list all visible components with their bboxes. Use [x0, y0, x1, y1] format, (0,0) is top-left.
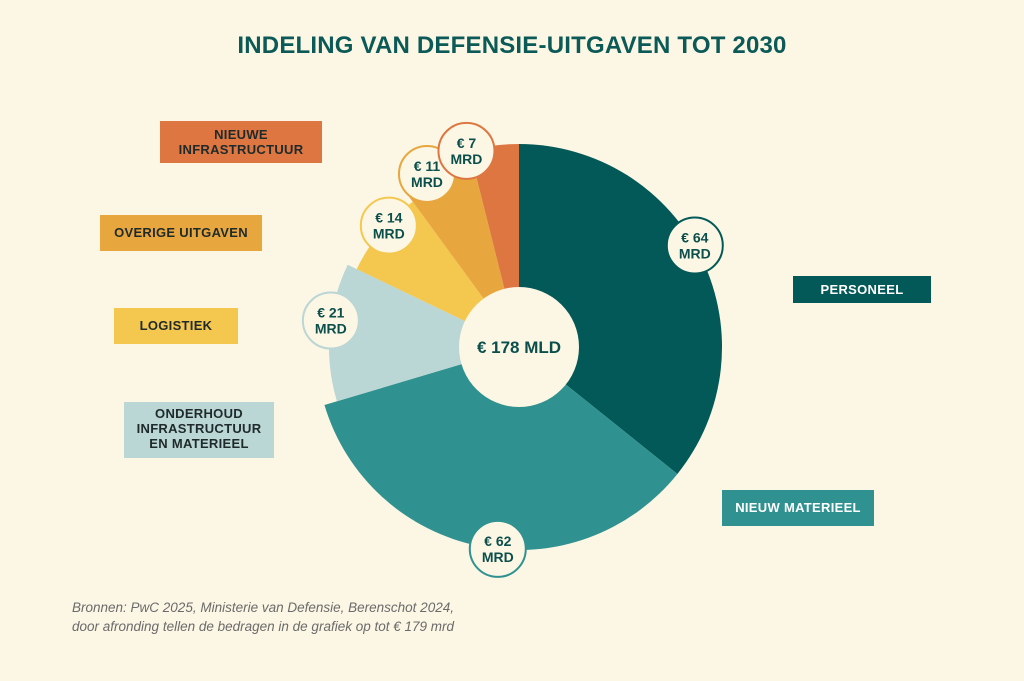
legend-label-nieuw-materieel: NIEUW MATERIEEL [722, 490, 874, 526]
value-label-amount: € 14 [375, 210, 402, 226]
center-hole [459, 287, 579, 407]
value-label-amount: € 11 [414, 158, 441, 174]
value-label-unit: MRD [315, 321, 347, 337]
value-label-amount: € 62 [484, 533, 511, 549]
footnote: Bronnen: PwC 2025, Ministerie van Defens… [72, 598, 454, 636]
legend-label-nieuwe-infrastructuur: NIEUWE INFRASTRUCTUUR [160, 121, 322, 163]
value-label-amount: € 64 [681, 230, 708, 246]
value-label-unit: MRD [411, 174, 443, 190]
value-label-amount: € 7 [457, 135, 477, 151]
legend-label-overige-uitgaven: OVERIGE UITGAVEN [100, 215, 262, 251]
value-label-unit: MRD [451, 151, 483, 167]
chart-title: INDELING VAN DEFENSIE-UITGAVEN TOT 2030 [237, 32, 787, 59]
footnote-line-1: Bronnen: PwC 2025, Ministerie van Defens… [72, 600, 454, 615]
value-badge-circle [437, 121, 496, 180]
value-label-amount: € 21 [317, 305, 344, 321]
footnote-line-2: door afronding tellen de bedragen in de … [72, 619, 455, 634]
value-label-unit: MRD [679, 246, 711, 262]
pie-slice-nieuw-materieel [324, 347, 678, 550]
value-badge-circle [468, 519, 527, 578]
pie-slice-personeel [519, 144, 722, 474]
pie-slice-onderhoud-infrastructuur-en-materieel [329, 264, 519, 402]
value-badge-circle [359, 196, 418, 255]
value-badge-circle [301, 291, 360, 350]
legend-label-logistiek: LOGISTIEK [114, 308, 238, 344]
legend-label-personeel: PERSONEEL [793, 276, 931, 303]
value-label-unit: MRD [373, 226, 405, 242]
center-total-label: € 178 MLD [477, 338, 561, 357]
legend-label-onderhoud: ONDERHOUD INFRASTRUCTUUR EN MATERIEEL [124, 402, 274, 458]
value-badge-circle [665, 216, 724, 275]
value-label-unit: MRD [482, 549, 514, 565]
